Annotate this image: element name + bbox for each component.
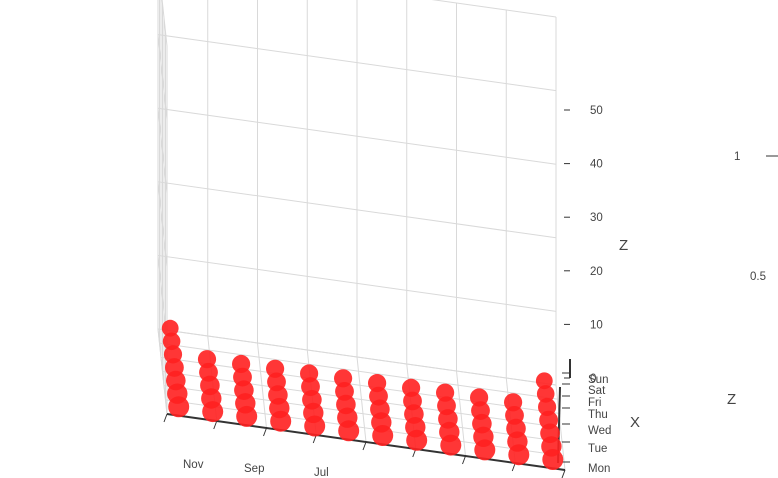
floor-gridline [456,370,466,457]
data-point [474,439,496,461]
data-point [236,405,258,427]
visual-map-mid-label: 0.5 [750,271,766,283]
data-point [162,332,181,351]
data-point [161,319,179,337]
data-point [168,396,190,418]
z-tick-label: 40 [590,159,603,171]
y-tick-label: Jul [314,467,329,478]
x-tick-label: Tue [588,443,607,455]
z-tick-label: 10 [590,319,603,331]
data-point [542,449,564,470]
data-point [535,372,553,390]
data-point [536,385,555,403]
x-tick-label: Mon [588,463,610,475]
visual-map: 1 0.5 Z [727,151,778,408]
x-tick-label: Sat [588,385,606,397]
x-tick-label: Thu [588,409,608,421]
data-point [304,415,326,437]
y-tick [213,420,218,430]
z-tick-label: 0 [590,373,596,385]
z-tick-label: 50 [590,105,603,117]
visual-map-title: Z [727,391,736,408]
data-point [270,410,292,432]
data-points [161,319,564,470]
y-tick [561,469,566,478]
x-axis-name: X [630,414,640,431]
y-tick-label: Nov [183,459,204,471]
y-tick [362,441,367,451]
data-point [406,429,428,451]
x-tick-label: Fri [588,397,601,409]
floor-gridline [555,384,566,471]
visual-map-max-label: 1 [734,151,740,163]
z-tick-label: 30 [590,212,603,224]
y-tick [462,455,466,465]
floor-gridline [157,328,168,415]
z-tick-label: 20 [590,266,603,278]
y-tick-label: Sep [244,463,264,475]
data-point [202,401,224,423]
y-tick [263,427,267,437]
data-point [440,434,462,456]
data-point [508,444,530,466]
y-tick [163,413,168,423]
x-tick-label: Sun [588,374,608,386]
data-point [338,420,360,442]
x-tick-label: Wed [588,425,611,437]
data-point [372,425,394,446]
floor-gridline [356,356,367,443]
floor-gridline [257,342,267,429]
z-axis-name: Z [619,237,628,254]
